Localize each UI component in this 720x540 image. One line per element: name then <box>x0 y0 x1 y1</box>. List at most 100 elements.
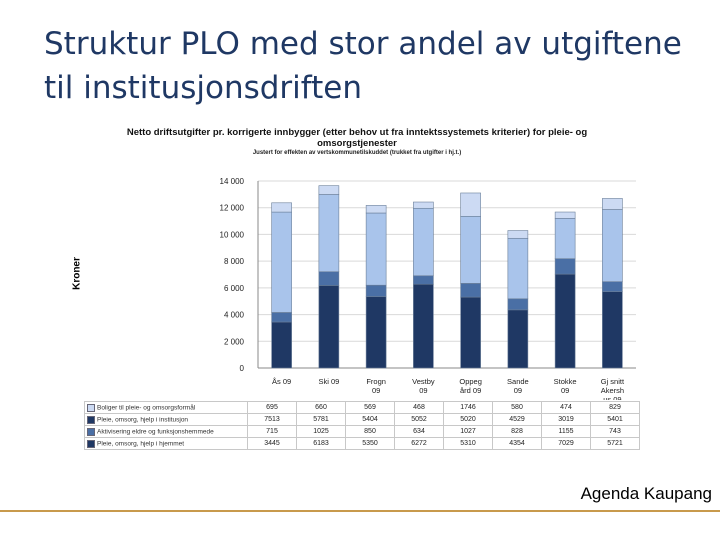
x-tick-label: Sande <box>507 377 529 386</box>
table-cell: 569 <box>345 401 395 414</box>
table-cell: 5350 <box>345 437 395 450</box>
x-tick-label: Frogn <box>366 377 386 386</box>
bar-segment-0 <box>318 285 340 369</box>
legend-label: Boliger til pleie- og omsorgsformål <box>97 404 196 412</box>
y-tick-label: 4 000 <box>224 311 245 320</box>
y-tick-label: 12 000 <box>220 204 245 213</box>
x-tick-label: Ski 09 <box>318 377 339 386</box>
slide-title: Struktur PLO med stor andel av utgiftene… <box>44 26 682 106</box>
bar-segment-1 <box>602 281 623 292</box>
x-tick-label: 09 <box>514 386 522 395</box>
table-cell: 5781 <box>296 413 346 426</box>
table-cell: 4529 <box>492 413 542 426</box>
table-cell: 3445 <box>247 437 297 450</box>
y-tick-label: 14 000 <box>220 177 245 186</box>
bar-segment-1 <box>460 283 481 298</box>
x-tick-label: 09 <box>561 386 569 395</box>
bar-segment-3 <box>271 202 292 213</box>
y-tick-label: 8 000 <box>224 257 245 266</box>
table-row: Pleie, omsorg, hjelp i institusjon 7513 57… <box>84 413 640 426</box>
bar-segment-3 <box>460 192 481 217</box>
bar-segment-0 <box>460 296 481 369</box>
bar-segment-2 <box>271 211 292 313</box>
table-cell: 5401 <box>590 413 640 426</box>
table-cell: 3019 <box>541 413 591 426</box>
x-tick-label: Akersh <box>601 386 624 395</box>
bar-segment-3 <box>554 211 576 219</box>
table-cell: 5721 <box>590 437 640 450</box>
x-tick-label: Ås 09 <box>272 377 291 386</box>
bar-segment-2 <box>365 212 387 286</box>
table-cell: 5052 <box>394 413 444 426</box>
x-tick-label: Gj snitt <box>601 377 625 386</box>
bar-segment-0 <box>507 309 529 369</box>
y-tick-label: 10 000 <box>220 230 245 239</box>
chart-title: Netto driftsutgifter pr. korrigerte innb… <box>126 127 588 149</box>
bar-segment-2 <box>318 194 340 273</box>
x-tick-label: us 09 <box>603 395 621 400</box>
table-cell: 660 <box>296 401 346 414</box>
table-cell: 6183 <box>296 437 346 450</box>
stacked-bar-chart: 0 2 000 4 000 6 000 8 000 10 000 12 000 14 000 Å… <box>220 177 636 400</box>
legend-label: Pleie, omsorg, hjelp i hjemmet <box>97 440 185 448</box>
bar-segment-2 <box>554 218 576 259</box>
row-label: Boliger til pleie- og omsorgsformål <box>84 401 248 414</box>
bar-segment-0 <box>365 296 387 369</box>
bar-segment-1 <box>413 275 434 285</box>
bar-segment-2 <box>460 216 481 284</box>
table-cell: 5310 <box>443 437 493 450</box>
bar-segment-3 <box>413 201 434 209</box>
bar-segment-3 <box>602 198 623 210</box>
table-cell: 1027 <box>443 425 493 438</box>
table-cell: 828 <box>492 425 542 438</box>
x-tick-label: 09 <box>419 386 427 395</box>
table-cell: 1155 <box>541 425 591 438</box>
table-cell: 1025 <box>296 425 346 438</box>
x-tick-label: ård 09 <box>460 386 481 395</box>
table-cell: 634 <box>394 425 444 438</box>
table-cell: 1746 <box>443 401 493 414</box>
table-row: Boliger til pleie- og omsorgsformål 695 66… <box>84 401 640 414</box>
bar-segment-0 <box>554 273 576 369</box>
bar-segment-1 <box>271 312 292 323</box>
table-cell: 468 <box>394 401 444 414</box>
row-label: Pleie, omsorg, hjelp i institusjon <box>84 413 248 426</box>
table-cell: 7029 <box>541 437 591 450</box>
table-cell: 7513 <box>247 413 297 426</box>
bar-segment-3 <box>318 185 340 195</box>
bar-segment-2 <box>507 237 529 300</box>
table-cell: 743 <box>590 425 640 438</box>
table-cell: 715 <box>247 425 297 438</box>
bar-segment-3 <box>365 205 387 214</box>
x-tick-label: Vestby <box>412 377 435 386</box>
y-tick-label: 6 000 <box>224 284 245 293</box>
table-cell: 580 <box>492 401 542 414</box>
table-row: Aktivisering eldre og funksjonshemmede 71… <box>84 425 640 438</box>
table-cell: 850 <box>345 425 395 438</box>
table-cell: 5404 <box>345 413 395 426</box>
legend-swatch <box>87 403 95 412</box>
bar-segment-0 <box>602 291 623 369</box>
legend-swatch <box>87 439 95 448</box>
chart-subtitle: Justert for effekten av vertskommunetils… <box>252 150 462 156</box>
y-tick-label: 0 <box>240 364 245 373</box>
bar-segment-1 <box>507 298 529 311</box>
legend-swatch <box>87 427 95 436</box>
data-table: Boliger til pleie- og omsorgsformål 695 66… <box>84 401 640 450</box>
y-tick-label: 2 000 <box>224 337 245 346</box>
footer-divider <box>0 510 720 512</box>
x-tick-label: Oppeg <box>459 377 482 386</box>
bar-segment-2 <box>602 209 623 282</box>
table-cell: 829 <box>590 401 640 414</box>
row-label: Pleie, omsorg, hjelp i hjemmet <box>84 437 248 450</box>
table-row: Pleie, omsorg, hjelp i hjemmet 3445 6183 53… <box>84 437 640 450</box>
bar-segment-3 <box>507 230 529 239</box>
row-label: Aktivisering eldre og funksjonshemmede <box>84 425 248 438</box>
bar-segment-1 <box>554 258 576 275</box>
legend-label: Pleie, omsorg, hjelp i institusjon <box>97 416 189 424</box>
table-cell: 4354 <box>492 437 542 450</box>
table-cell: 6272 <box>394 437 444 450</box>
table-cell: 474 <box>541 401 591 414</box>
x-tick-label: 09 <box>372 386 380 395</box>
bar-segment-0 <box>413 283 434 369</box>
